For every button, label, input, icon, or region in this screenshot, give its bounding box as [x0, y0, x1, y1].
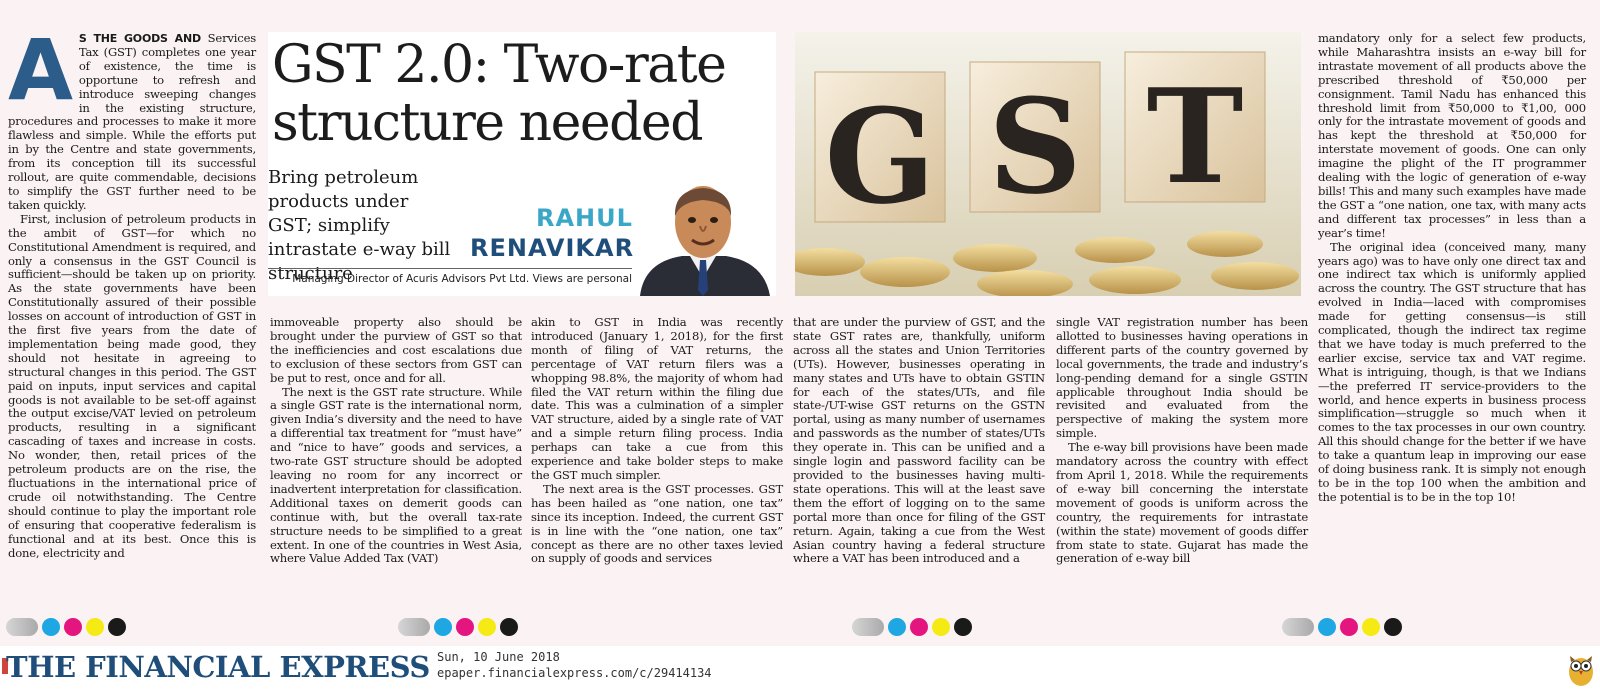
- owl-icon: [1569, 656, 1593, 686]
- black-dot: [500, 618, 518, 636]
- gst-photo: G S T: [795, 32, 1301, 296]
- epaper-url[interactable]: epaper.financialexpress.com/c/29414134: [437, 666, 712, 680]
- svg-text:T: T: [1147, 60, 1244, 213]
- logo-mark: [2, 658, 8, 674]
- author-last-name: RENAVIKAR: [470, 234, 635, 262]
- registration-marks: [6, 616, 126, 638]
- article-column-6: mandatory only for a select few products…: [1318, 31, 1586, 505]
- registration-marks: [1282, 616, 1402, 638]
- black-dot: [954, 618, 972, 636]
- paragraph: mandatory only for a select few products…: [1318, 31, 1586, 240]
- svg-text:S: S: [988, 70, 1082, 223]
- author-caricature: [640, 186, 770, 296]
- headline: GST 2.0: Two-rate structure needed: [272, 35, 727, 153]
- author-credit: Managing Director of Acuris Advisors Pvt…: [268, 268, 632, 285]
- magenta-dot: [456, 618, 474, 636]
- paragraph: The original idea (conceived many, many …: [1318, 239, 1586, 504]
- paragraph: The next is the GST rate structure. Whil…: [270, 384, 522, 566]
- registration-oval: [6, 618, 38, 636]
- magenta-dot: [1340, 618, 1358, 636]
- article-column-2: immoveable property also should be broug…: [270, 315, 522, 566]
- edition-date: Sun, 10 June 2018: [437, 650, 560, 664]
- drop-cap: A: [8, 21, 73, 119]
- author-first-name: RAHUL: [536, 204, 633, 232]
- paragraph: that are under the purview of GST, and t…: [793, 315, 1045, 566]
- cube-g: G: [814, 71, 946, 233]
- article-column-1: A S THE GOODS AND Services Tax (GST) com…: [8, 21, 256, 560]
- yellow-dot: [1362, 618, 1380, 636]
- paragraph: The e-way bill provisions have been made…: [1056, 440, 1308, 566]
- registration-marks: [852, 616, 972, 638]
- magenta-dot: [910, 618, 928, 636]
- cyan-dot: [1318, 618, 1336, 636]
- coin-stacks: [795, 231, 1299, 296]
- yellow-dot: [478, 618, 496, 636]
- footer-bar: THE FINANCIAL EXPRESS Sun, 10 June 2018 …: [0, 646, 1600, 698]
- cube-t: T: [1124, 51, 1266, 213]
- yellow-dot: [86, 618, 104, 636]
- paragraph: Services Tax (GST) completes one year of…: [8, 31, 256, 212]
- paragraph: akin to GST in India was recently introd…: [531, 315, 783, 482]
- registration-oval: [398, 618, 430, 636]
- article-column-5: single VAT registration number has been …: [1056, 315, 1308, 566]
- svg-text:G: G: [824, 80, 935, 233]
- yellow-dot: [932, 618, 950, 636]
- registration-marks: [398, 616, 518, 638]
- cyan-dot: [888, 618, 906, 636]
- magenta-dot: [64, 618, 82, 636]
- article-column-3: akin to GST in India was recently introd…: [531, 315, 783, 566]
- lead-in: S THE GOODS AND: [78, 32, 201, 45]
- paragraph: First, inclusion of petroleum products i…: [8, 211, 256, 560]
- cube-s: S: [969, 61, 1101, 223]
- cyan-dot: [434, 618, 452, 636]
- registration-oval: [852, 618, 884, 636]
- black-dot: [1384, 618, 1402, 636]
- black-dot: [108, 618, 126, 636]
- registration-oval: [1282, 618, 1314, 636]
- cyan-dot: [42, 618, 60, 636]
- article-column-4: that are under the purview of GST, and t…: [793, 315, 1045, 566]
- paragraph: immoveable property also should be broug…: [270, 315, 522, 385]
- headline-block: GST 2.0: Two-rate structure needed Bring…: [268, 32, 776, 296]
- publication-logo: THE FINANCIAL EXPRESS: [6, 650, 430, 684]
- paragraph: single VAT registration number has been …: [1056, 315, 1308, 441]
- paragraph: The next area is the GST processes. GST …: [531, 481, 783, 566]
